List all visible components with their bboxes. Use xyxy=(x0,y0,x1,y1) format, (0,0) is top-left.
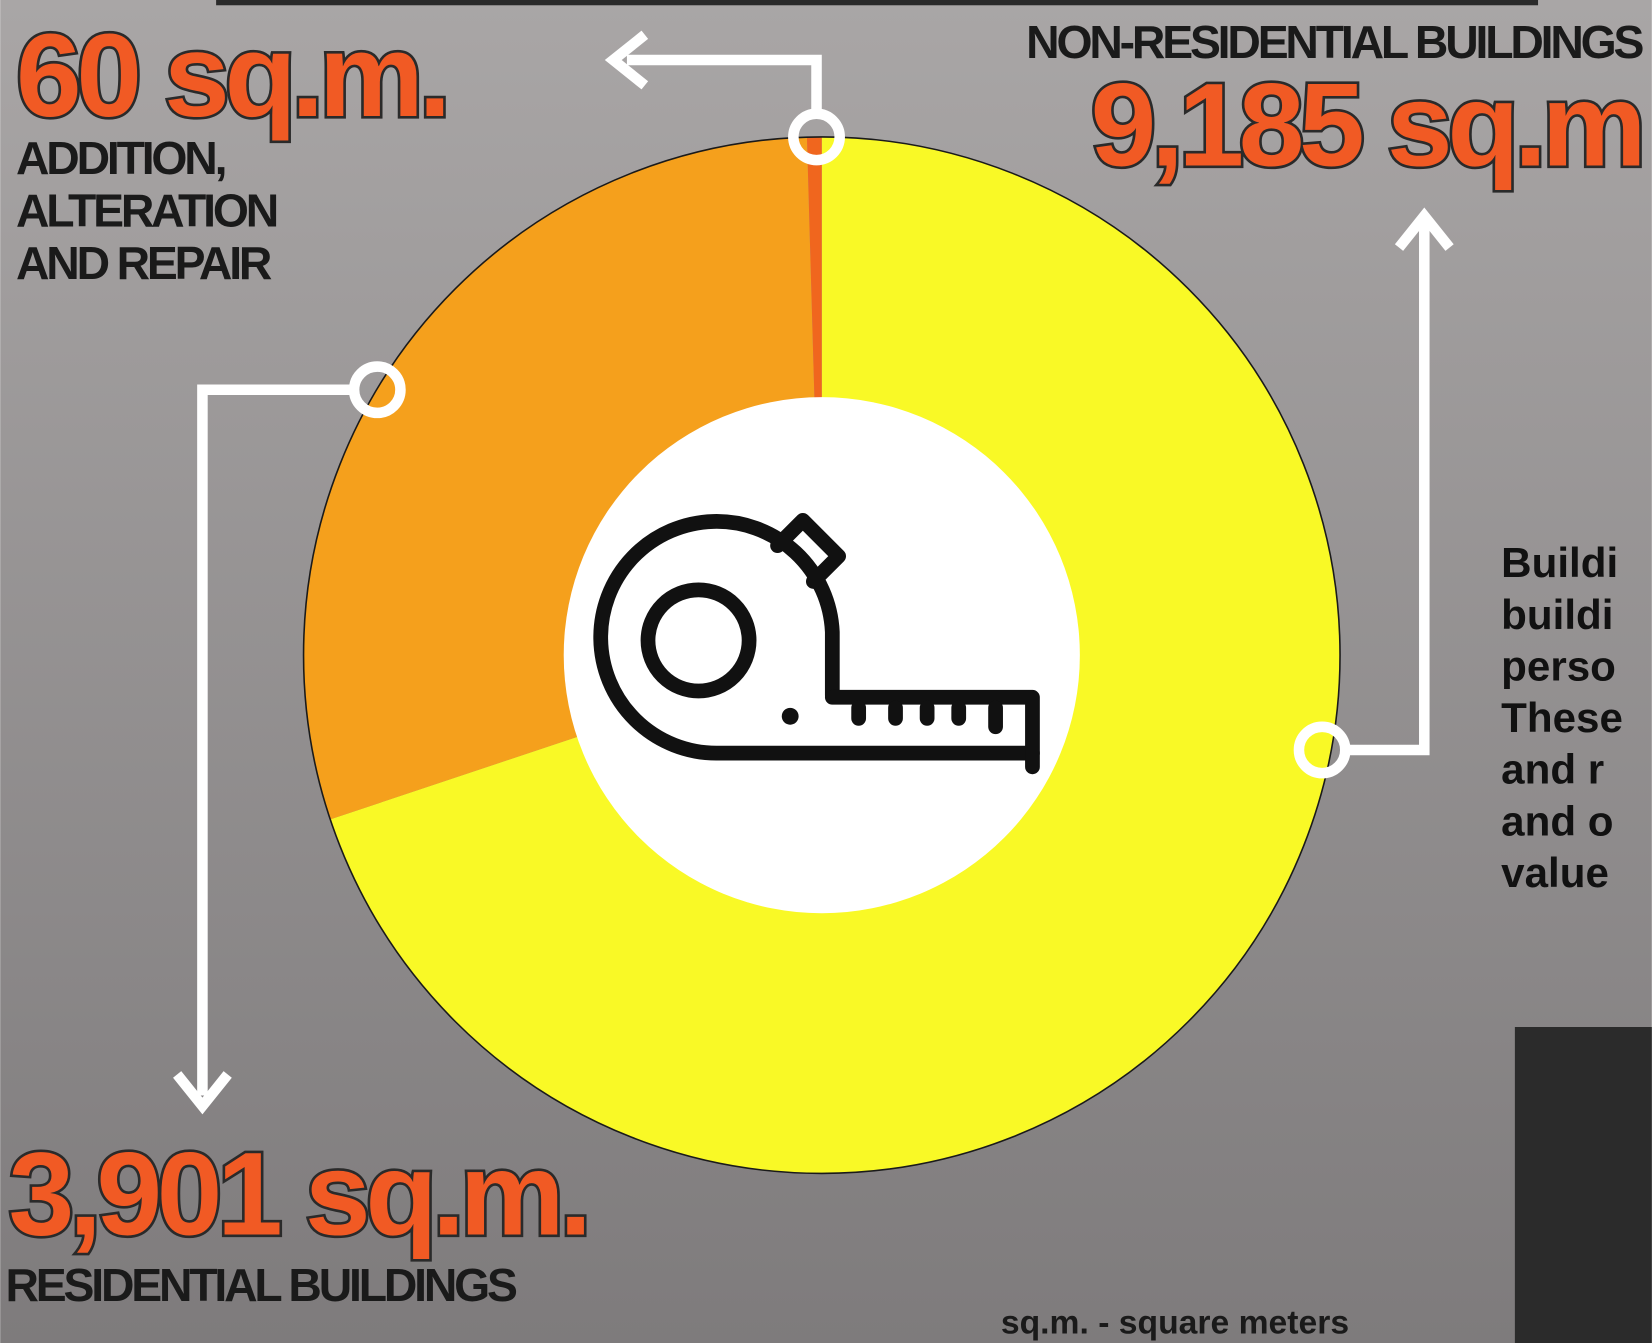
side-text-line: and r xyxy=(1501,746,1604,793)
top-bar xyxy=(216,0,1539,6)
donut-outline xyxy=(302,136,1341,1175)
side-text-line: and o xyxy=(1501,797,1613,844)
icon-dot xyxy=(781,707,799,725)
side-text-line: perso xyxy=(1501,642,1616,689)
connector-dot xyxy=(1293,721,1351,779)
connector xyxy=(197,384,355,1096)
icon-body xyxy=(593,514,1040,761)
side-text-line: Buildi xyxy=(1501,539,1618,586)
icon-button xyxy=(770,512,847,589)
side-text-line: buildi xyxy=(1501,591,1613,638)
arrowhead xyxy=(604,30,649,90)
icon-reel xyxy=(640,582,757,699)
icon-ticks xyxy=(851,700,1003,735)
icon-tape xyxy=(824,689,1040,775)
donut-hole xyxy=(563,397,1080,914)
side-text-line: value xyxy=(1501,849,1609,896)
footnote: sq.m. - square meters xyxy=(1001,1304,1349,1342)
arrowhead xyxy=(173,1071,232,1115)
dark-panel xyxy=(1514,1027,1652,1343)
arrowhead xyxy=(1394,207,1454,251)
connector xyxy=(1345,215,1430,756)
category-label: NON-RESIDENTIAL BUILDINGS xyxy=(1026,16,1643,68)
connector xyxy=(626,54,822,116)
tape-icon xyxy=(593,512,1040,775)
side-text-line: These xyxy=(1501,694,1623,741)
value-label: 3,901 sq.m. xyxy=(9,1128,587,1260)
connector-dot xyxy=(348,361,406,419)
connector-dot xyxy=(788,108,845,166)
category-label: RESIDENTIAL BUILDINGS xyxy=(5,1259,517,1311)
value-label: 9,185 sq.m xyxy=(1091,58,1642,190)
category-label: ADDITION, ALTERATION AND REPAIR xyxy=(16,132,277,289)
value-label: 60 sq.m. xyxy=(16,9,446,141)
